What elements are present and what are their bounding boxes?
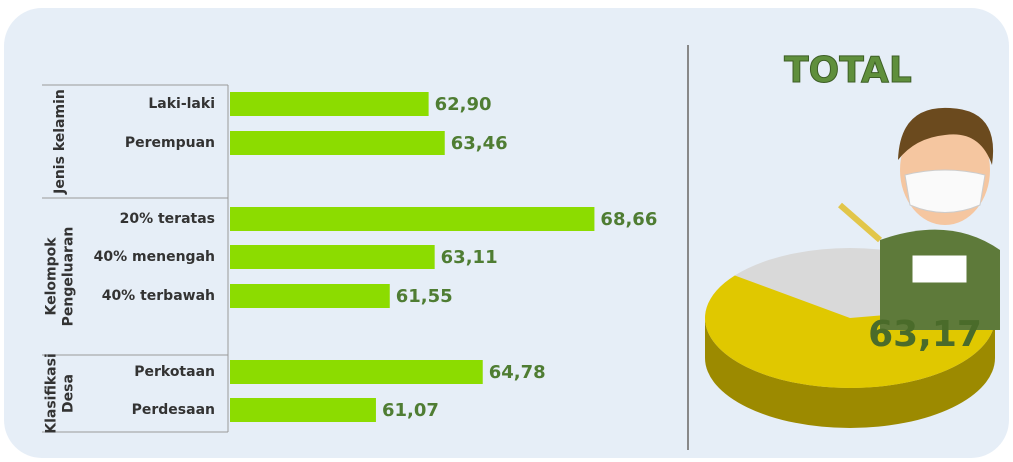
value-label: 61,07 bbox=[382, 400, 439, 421]
bar bbox=[230, 398, 376, 422]
group-label: Desa bbox=[61, 374, 77, 413]
category-label: Perempuan bbox=[125, 135, 215, 151]
bar bbox=[230, 360, 483, 384]
category-label: 40% menengah bbox=[94, 249, 215, 265]
value-label: 64,78 bbox=[489, 362, 546, 383]
value-label: 63,46 bbox=[451, 133, 508, 154]
group-label: Klasifikasi bbox=[44, 353, 60, 434]
value-label: 62,90 bbox=[435, 94, 492, 115]
group-label: Jenis kelamin bbox=[52, 89, 68, 195]
category-label: 20% teratas bbox=[120, 211, 215, 227]
group-label: Kelompok bbox=[44, 237, 60, 316]
bar bbox=[230, 207, 594, 231]
category-label: Perdesaan bbox=[132, 402, 215, 418]
value-label: 61,55 bbox=[396, 286, 453, 307]
pie-title: TOTAL bbox=[784, 50, 912, 91]
value-label: 68,66 bbox=[600, 209, 657, 230]
category-label: Laki-laki bbox=[148, 96, 215, 112]
group-label: Pengeluaran bbox=[61, 227, 77, 327]
bar bbox=[230, 131, 445, 155]
pie-value-label: 63,17 bbox=[868, 314, 982, 355]
category-label: 40% terbawah bbox=[102, 288, 215, 304]
bar bbox=[230, 245, 435, 269]
infographic: TOTAL Jenis kelamin Laki-laki 62,90 Perempu… bbox=[0, 0, 1013, 462]
bar bbox=[230, 92, 429, 116]
bar bbox=[230, 284, 390, 308]
category-label: Perkotaan bbox=[134, 364, 215, 380]
value-label: 63,11 bbox=[441, 247, 498, 268]
